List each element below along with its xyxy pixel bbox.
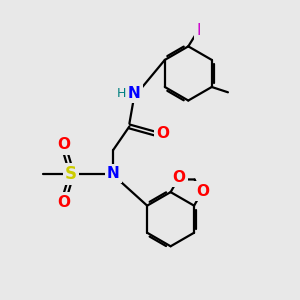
Text: N: N bbox=[107, 166, 120, 181]
Text: O: O bbox=[57, 137, 70, 152]
Text: O: O bbox=[57, 195, 70, 210]
Text: N: N bbox=[128, 86, 141, 101]
Text: O: O bbox=[172, 170, 185, 185]
Text: O: O bbox=[156, 126, 169, 141]
Text: S: S bbox=[64, 165, 76, 183]
Text: O: O bbox=[196, 184, 209, 199]
Text: I: I bbox=[196, 23, 201, 38]
Text: H: H bbox=[117, 87, 126, 100]
